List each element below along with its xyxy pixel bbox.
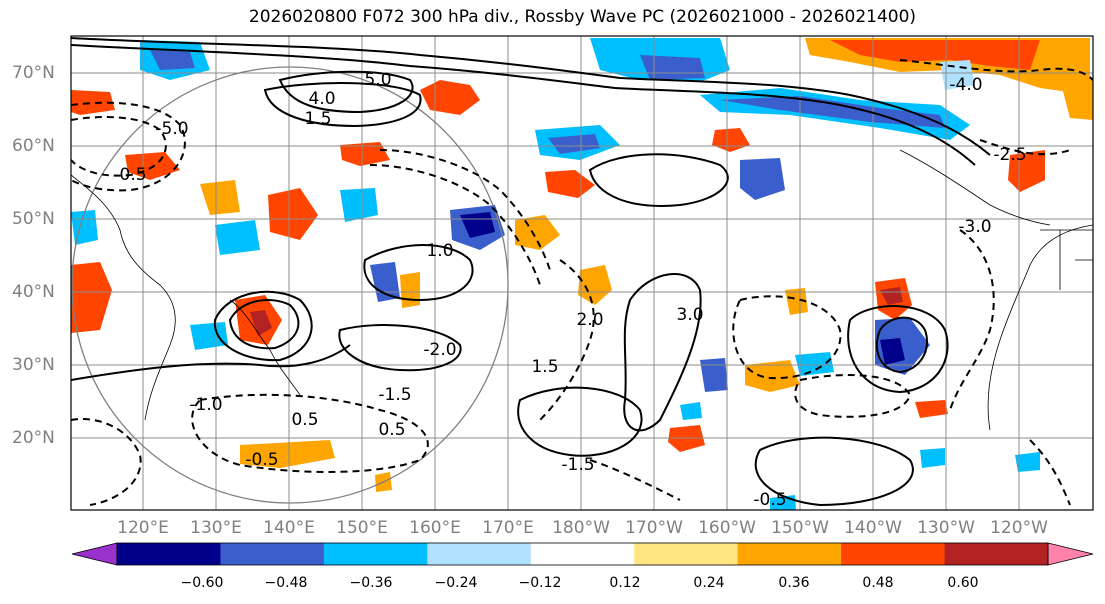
colorbar-tick-label: −0.24 <box>434 575 478 591</box>
lon-label-160w: 160°W <box>698 518 756 538</box>
lon-label-130e: 130°E <box>190 518 242 538</box>
colorbar-tick-label: 0.48 <box>862 575 894 591</box>
lon-label-150e: 150°E <box>336 518 388 538</box>
lon-label-170e: 170°E <box>482 518 534 538</box>
contour-label: -0.5 <box>113 165 146 185</box>
colorbar-frame <box>116 542 1049 566</box>
colorbar-segment <box>220 543 325 565</box>
colorbar-segment <box>323 543 428 565</box>
colorbar-tick-label: −0.36 <box>349 575 393 591</box>
colorbar-tick-label: 0.36 <box>778 575 810 591</box>
plot-frame <box>70 35 1094 511</box>
colorbar-tick-label: 0.60 <box>947 575 979 591</box>
contour-labels: 5.04.01.5-5.0-0.50.5-1.01.0-2.02.0 3.0-3.… <box>113 70 1026 510</box>
contour-label: -5.0 <box>155 119 188 139</box>
lat-label-50: 50°N <box>12 209 55 229</box>
lat-label-60: 60°N <box>12 136 55 156</box>
colorbar-segment <box>634 543 739 565</box>
contour-label: 5.0 <box>364 70 391 90</box>
negative-divergence-shading <box>71 38 1040 510</box>
colorbar-tick-label: −0.12 <box>518 575 562 591</box>
contour-label: -2.5 <box>993 145 1026 165</box>
colorbar-segment <box>530 543 635 565</box>
contour-label: -1.5 <box>561 455 594 475</box>
colorbar-segment <box>427 543 532 565</box>
colorbar-extend-low <box>71 542 118 566</box>
lat-label-20: 20°N <box>12 428 55 448</box>
lon-label-140w: 140°W <box>844 518 902 538</box>
colorbar-tick-label: 0.24 <box>693 575 725 591</box>
colorbar-tick-label: 0.12 <box>609 575 641 591</box>
contour-label: -1.5 <box>378 385 411 405</box>
contour-label: 0.5 <box>378 420 405 440</box>
contour-label: -2.0 <box>423 340 456 360</box>
lat-label-70: 70°N <box>12 63 55 83</box>
lon-label-160e: 160°E <box>409 518 461 538</box>
colorbar-segment <box>841 543 946 565</box>
positive-contours <box>71 37 991 507</box>
lon-label-180w: 180°W <box>552 518 610 538</box>
contour-label: -3.0 <box>958 217 991 237</box>
contour-label: 3.0 <box>676 305 703 325</box>
contour-label: -1.0 <box>189 395 222 415</box>
colorbar-segment <box>737 543 842 565</box>
colorbar-extend-high <box>1047 542 1094 566</box>
lon-label-170w: 170°W <box>625 518 683 538</box>
contour-label: 0.5 <box>291 410 318 430</box>
contour-label: -0.5 <box>753 490 786 510</box>
contour-label: 1.5 <box>531 357 558 377</box>
colorbar <box>71 542 1094 566</box>
colorbar-segment <box>944 543 1049 565</box>
colorbar-tick-label: −0.48 <box>264 575 308 591</box>
contour-label: -4.0 <box>949 75 982 95</box>
lat-label-30: 30°N <box>12 355 55 375</box>
contour-label: 4.0 <box>308 89 335 109</box>
lon-label-120w: 120°W <box>990 518 1048 538</box>
contour-label: -0.5 <box>245 450 278 470</box>
graticule <box>71 36 1093 510</box>
lat-label-40: 40°N <box>12 282 55 302</box>
lon-label-140e: 140°E <box>263 518 315 538</box>
contour-label: 2.0 <box>576 310 603 330</box>
lon-label-120e: 120°E <box>117 518 169 538</box>
contour-label: 1.5 <box>304 109 331 129</box>
lon-label-150w: 150°W <box>771 518 829 538</box>
contour-label: 1.0 <box>426 241 453 261</box>
map-title: 2026020800 F072 300 hPa div., Rossby Wav… <box>248 7 917 27</box>
lon-label-130w: 130°W <box>917 518 975 538</box>
negative-contours <box>71 59 1093 506</box>
colorbar-segment <box>117 543 221 565</box>
colorbar-tick-label: −0.60 <box>180 575 224 591</box>
